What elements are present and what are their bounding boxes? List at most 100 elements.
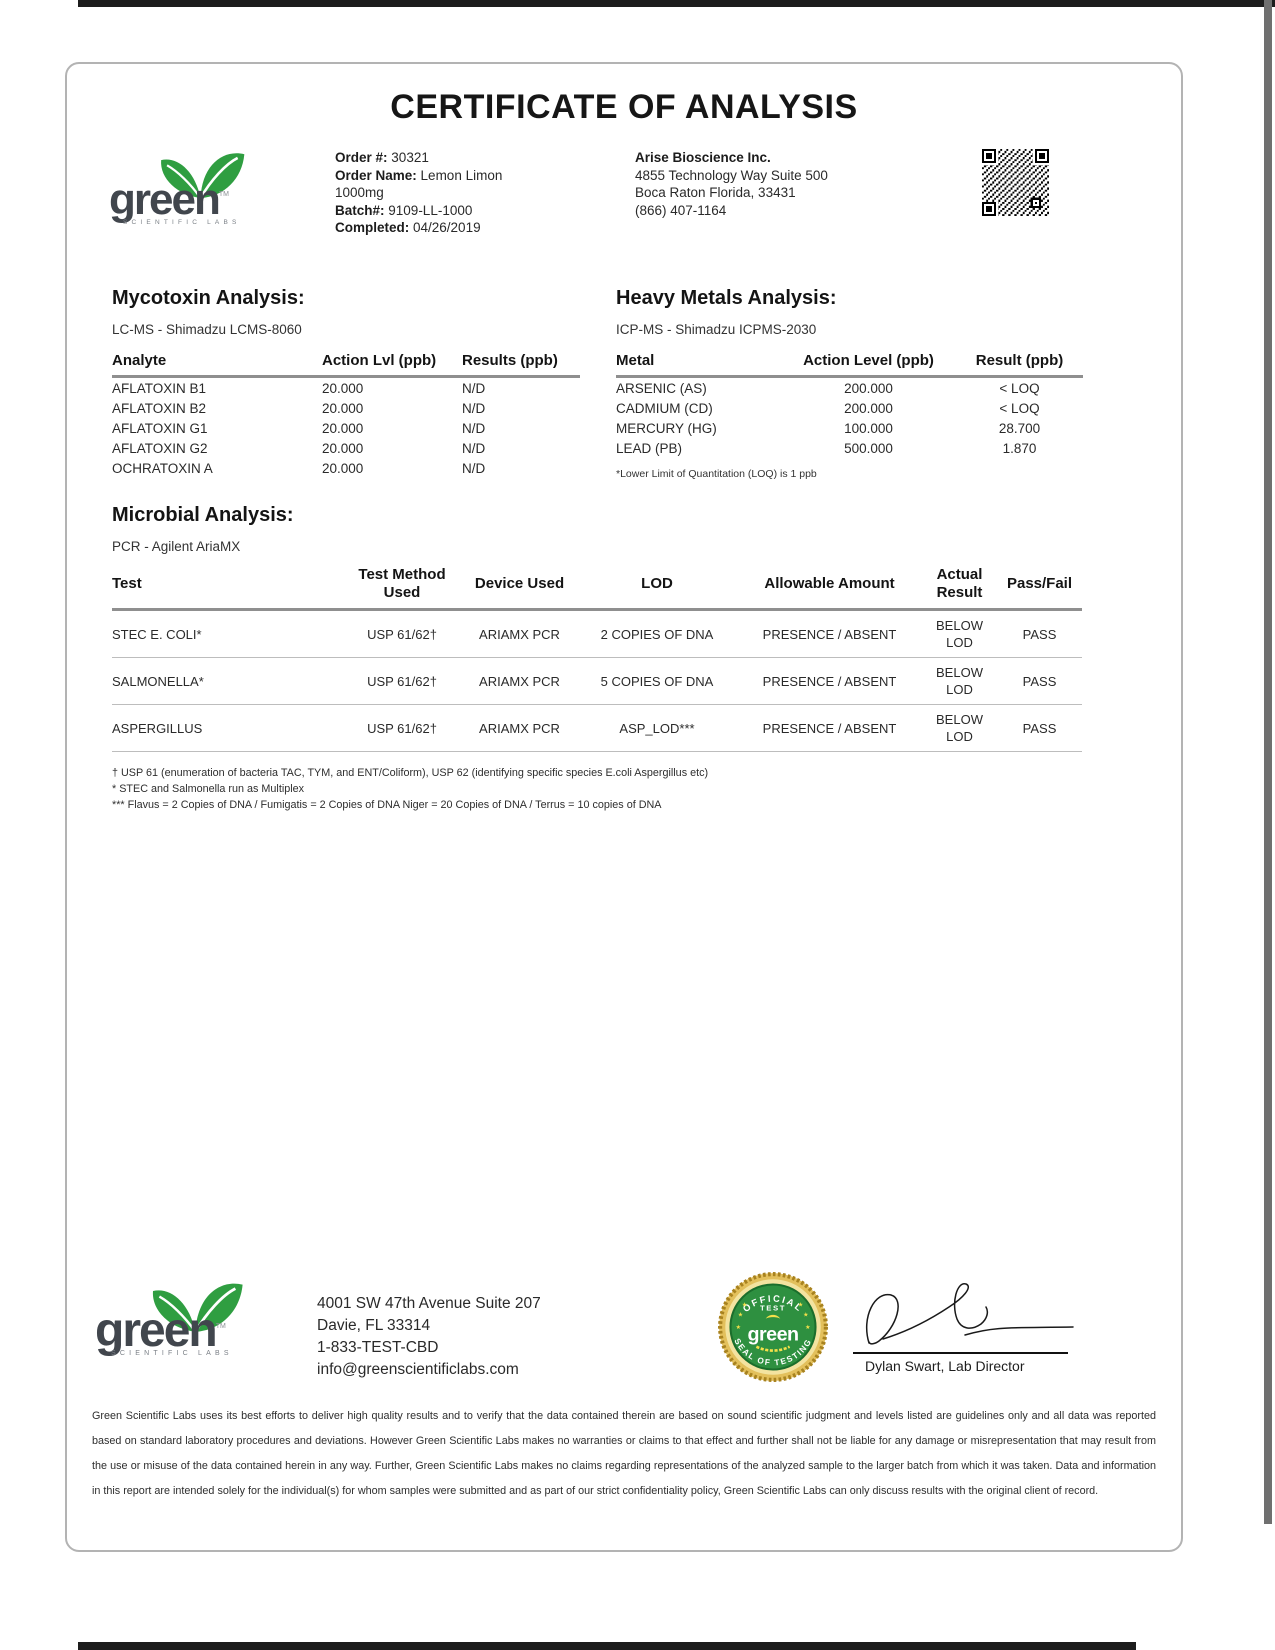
actual-result-cell: BELOW LOD bbox=[922, 657, 997, 705]
column-header: Results (ppb) bbox=[462, 352, 580, 378]
column-header: Pass/Fail bbox=[997, 560, 1082, 611]
column-header: Allowable Amount bbox=[737, 560, 922, 611]
leaf-icon bbox=[161, 153, 245, 199]
action-cell: 20.000 bbox=[322, 461, 364, 476]
table-row: AFLATOXIN B2 20.000 N/D bbox=[112, 398, 580, 418]
logo-tm: TM bbox=[218, 191, 229, 198]
column-header: Analyte bbox=[112, 352, 322, 378]
completed-date: Completed: 04/26/2019 bbox=[335, 219, 635, 237]
metal-cell: ARSENIC (AS) bbox=[616, 381, 707, 396]
table-row: AFLATOXIN B1 20.000 N/D bbox=[112, 377, 580, 399]
mycotoxin-method: LC-MS - Shimadzu LCMS-8060 bbox=[112, 322, 302, 337]
svg-text:★: ★ bbox=[742, 1301, 748, 1308]
microbial-footnotes: † USP 61 (enumeration of bacteria TAC, T… bbox=[67, 765, 1181, 813]
action-cell: 20.000 bbox=[322, 441, 364, 456]
order-name-label: Order Name: bbox=[335, 167, 417, 183]
loq-footnote: *Lower Limit of Quantitation (LOQ) is 1 … bbox=[616, 468, 817, 480]
heavy-metals-header-row: Metal Action Level (ppb) Result (ppb) bbox=[616, 352, 1083, 378]
heavy-metals-heading: Heavy Metals Analysis: bbox=[616, 287, 837, 309]
svg-text:★: ★ bbox=[803, 1312, 809, 1319]
table-row: STEC E. COLI* USP 61/62† ARIAMX PCR 2 CO… bbox=[112, 609, 1082, 658]
mycotoxin-section: Mycotoxin Analysis: LC-MS - Shimadzu LCM… bbox=[112, 287, 580, 480]
column-header: Metal bbox=[616, 352, 781, 378]
seal-of-testing-icon: OFFICIAL TEST green SEAL OF TESTING ★ ★ ★… bbox=[717, 1271, 829, 1388]
allowable-cell: PRESENCE / ABSENT bbox=[737, 609, 922, 658]
logo-wordmark: greenTM bbox=[95, 1307, 295, 1355]
lab-address: 4001 SW 47th Avenue Suite 207 Davie, FL … bbox=[317, 1293, 617, 1381]
table-row: ARSENIC (AS) 200.000 < LOQ bbox=[616, 377, 1083, 399]
analysis-columns: Mycotoxin Analysis: LC-MS - Shimadzu LCM… bbox=[67, 287, 1181, 480]
method-cell: USP 61/62† bbox=[342, 657, 462, 705]
table-row: OCHRATOXIN A 20.000 N/D bbox=[112, 458, 580, 478]
order-name: Order Name: Lemon Limon bbox=[335, 167, 635, 185]
analyte-cell: AFLATOXIN B2 bbox=[112, 401, 207, 416]
completed-value: 04/26/2019 bbox=[413, 220, 481, 235]
action-cell: 200.000 bbox=[844, 401, 893, 416]
analyte-cell: AFLATOXIN G1 bbox=[112, 421, 208, 436]
action-cell: 500.000 bbox=[844, 441, 893, 456]
svg-text:★: ★ bbox=[805, 1324, 811, 1331]
order-number: Order #: 30321 bbox=[335, 149, 635, 167]
column-header: Actual Result bbox=[922, 560, 997, 611]
table-row: CADMIUM (CD) 200.000 < LOQ bbox=[616, 398, 1083, 418]
lab-address-line1: 4001 SW 47th Avenue Suite 207 bbox=[317, 1295, 541, 1312]
test-cell: ASPERGILLUS bbox=[112, 704, 342, 752]
footnote-multiplex: * STEC and Salmonella run as Multiplex bbox=[112, 783, 305, 795]
result-cell: N/D bbox=[462, 401, 486, 416]
completed-label: Completed: bbox=[335, 220, 410, 235]
svg-text:★: ★ bbox=[738, 1312, 744, 1319]
client-address-1: 4855 Technology Way Suite 500 bbox=[635, 167, 828, 183]
logo-wordmark: greenTM bbox=[109, 177, 291, 222]
table-row: SALMONELLA* USP 61/62† ARIAMX PCR 5 COPI… bbox=[112, 657, 1082, 705]
pass-fail-cell: PASS bbox=[997, 657, 1082, 705]
lab-address-line2: Davie, FL 33314 bbox=[317, 1317, 431, 1334]
certificate-title: CERTIFICATE OF ANALYSIS bbox=[390, 88, 858, 126]
result-cell: 1.870 bbox=[1002, 441, 1037, 456]
disclaimer-text: Green Scientific Labs uses its best effo… bbox=[92, 1410, 1156, 1497]
microbial-table: Test Test Method Used Device Used LOD Al… bbox=[112, 560, 1082, 752]
column-header: LOD bbox=[577, 560, 737, 611]
table-row: LEAD (PB) 500.000 1.870 bbox=[616, 438, 1083, 458]
heavy-metals-section: Heavy Metals Analysis: ICP-MS - Shimadzu… bbox=[616, 287, 1083, 480]
action-cell: 200.000 bbox=[844, 381, 893, 396]
logo-tm: TM bbox=[215, 1323, 226, 1330]
method-cell: USP 61/62† bbox=[342, 704, 462, 752]
mycotoxin-heading: Mycotoxin Analysis: bbox=[112, 287, 305, 309]
actual-result-cell: BELOW LOD bbox=[922, 704, 997, 752]
analyte-cell: AFLATOXIN G2 bbox=[112, 441, 208, 456]
signature-block: Dylan Swart, Lab Director bbox=[853, 1279, 1088, 1374]
batch-label: Batch#: bbox=[335, 202, 385, 218]
seal-brand-text: green bbox=[747, 1323, 798, 1345]
lab-logo: greenTM SCIENTIFIC LABS bbox=[109, 149, 291, 226]
logo-tagline: SCIENTIFIC LABS bbox=[111, 1350, 233, 1357]
svg-text:★: ★ bbox=[736, 1324, 742, 1331]
page-edge-right bbox=[1264, 0, 1272, 1524]
footnote-usp: † USP 61 (enumeration of bacteria TAC, T… bbox=[112, 767, 709, 779]
client-name: Arise Bioscience Inc. bbox=[635, 150, 771, 165]
order-name-cont: 1000mg bbox=[335, 184, 635, 202]
heavy-metals-method: ICP-MS - Shimadzu ICPMS-2030 bbox=[616, 322, 817, 337]
svg-text:★: ★ bbox=[798, 1301, 804, 1308]
order-info: Order #: 30321 Order Name: Lemon Limon 1… bbox=[335, 149, 635, 237]
microbial-section: Microbial Analysis: PCR - Agilent AriaMX… bbox=[67, 504, 1181, 752]
table-row: ASPERGILLUS USP 61/62† ARIAMX PCR ASP_LO… bbox=[112, 704, 1082, 752]
column-header: Action Level (ppb) bbox=[781, 352, 956, 378]
column-header: Test bbox=[112, 560, 342, 611]
signatory-name: Dylan Swart, Lab Director bbox=[865, 1358, 1025, 1374]
metal-cell: MERCURY (HG) bbox=[616, 421, 717, 436]
column-header: Test Method Used bbox=[342, 560, 462, 611]
result-cell: N/D bbox=[462, 441, 486, 456]
microbial-method: PCR - Agilent AriaMX bbox=[112, 539, 241, 554]
lab-email: info@greenscientificlabs.com bbox=[317, 1361, 519, 1378]
action-cell: 20.000 bbox=[322, 381, 364, 396]
order-number-value: 30321 bbox=[391, 150, 429, 165]
action-cell: 20.000 bbox=[322, 401, 364, 416]
logo-tagline: SCIENTIFIC LABS bbox=[123, 219, 241, 226]
method-cell: USP 61/62† bbox=[342, 609, 462, 658]
metal-cell: CADMIUM (CD) bbox=[616, 401, 713, 416]
order-strength-value: 1000mg bbox=[335, 185, 384, 200]
logo-brand-text: green bbox=[109, 175, 221, 224]
order-number-label: Order #: bbox=[335, 150, 388, 165]
footnote-copies: *** Flavus = 2 Copies of DNA / Fumigatis… bbox=[112, 799, 662, 811]
microbial-heading: Microbial Analysis: bbox=[112, 504, 294, 526]
